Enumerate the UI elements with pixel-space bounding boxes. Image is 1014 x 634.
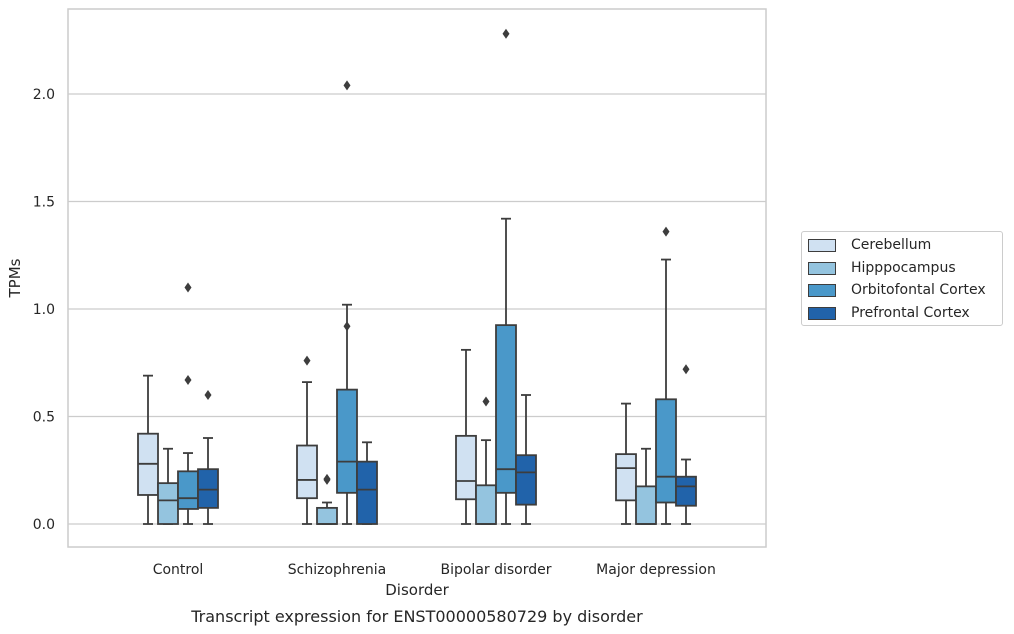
box-2-0-outlier-0 bbox=[184, 374, 192, 385]
box-2-1-body bbox=[336, 388, 358, 494]
box-3-1-body bbox=[356, 460, 378, 525]
legend-label-cerebellum: Cerebellum bbox=[851, 237, 932, 253]
legend-item-hippocampus: Hipppocampus bbox=[808, 258, 956, 278]
plot-frame bbox=[67, 8, 767, 548]
box-3-3-outlier-0 bbox=[682, 364, 690, 375]
box-2-3-outlier-0 bbox=[662, 226, 670, 237]
figure-caption: Transcript expression for ENST0000058072… bbox=[191, 607, 643, 626]
y-tick-label-0: 0.0 bbox=[33, 517, 55, 533]
legend-label-orbitofrontal-cortex: Orbitofontal Cortex bbox=[851, 282, 986, 298]
y-tick-label-3: 1.5 bbox=[33, 195, 55, 211]
box-1-2-body bbox=[475, 484, 497, 525]
box-2-3-body bbox=[655, 398, 677, 504]
x-axis-label: Disorder bbox=[385, 581, 449, 599]
box-0-2-body bbox=[455, 434, 477, 501]
box-2-2-body bbox=[495, 324, 517, 494]
plot-boxes bbox=[137, 28, 697, 525]
box-3-0-outlier-0 bbox=[204, 390, 212, 400]
box-3-2-body bbox=[515, 454, 537, 506]
box-2-2-outlier-0 bbox=[502, 28, 510, 39]
box-1-2-outlier-0 bbox=[482, 396, 490, 407]
y-axis-label: TPMs bbox=[6, 258, 24, 298]
box-0-3-body bbox=[615, 453, 637, 502]
x-tick-label-2: Bipolar disorder bbox=[440, 562, 551, 578]
y-tick-label-1: 0.5 bbox=[33, 410, 55, 426]
y-tick-label-2: 1.0 bbox=[33, 302, 55, 318]
x-tick-label-1: Schizophrenia bbox=[288, 562, 386, 578]
box-2-0-body bbox=[177, 470, 199, 510]
box-1-0-body bbox=[157, 482, 179, 525]
box-3-3-body bbox=[675, 475, 697, 507]
legend-swatch-cerebellum bbox=[808, 238, 836, 252]
legend: Cerebellum Hipppocampus Orbitofontal Cor… bbox=[801, 231, 1003, 326]
legend-swatch-prefrontal-cortex bbox=[808, 306, 836, 320]
legend-label-prefrontal-cortex: Prefrontal Cortex bbox=[851, 305, 970, 321]
box-1-3-body bbox=[635, 485, 657, 525]
box-1-1-outlier-1 bbox=[323, 473, 331, 484]
y-tick-labels: 0.0 0.5 1.0 1.5 2.0 bbox=[33, 87, 55, 533]
x-tick-label-3: Major depression bbox=[596, 562, 716, 578]
box-1-1-body bbox=[316, 506, 338, 525]
legend-label-hippocampus: Hipppocampus bbox=[851, 260, 956, 276]
box-2-0-outlier-1 bbox=[184, 282, 192, 293]
box-2-1-outlier-0 bbox=[343, 321, 351, 332]
legend-swatch-orbitofrontal-cortex bbox=[808, 283, 836, 297]
legend-item-prefrontal-cortex: Prefrontal Cortex bbox=[808, 303, 970, 323]
box-0-1-body bbox=[296, 444, 318, 500]
legend-item-cerebellum: Cerebellum bbox=[808, 235, 931, 255]
box-3-0-body bbox=[197, 468, 219, 509]
x-tick-label-0: Control bbox=[153, 562, 204, 578]
y-tick-label-4: 2.0 bbox=[33, 87, 55, 103]
legend-swatch-hippocampus bbox=[808, 261, 836, 275]
x-tick-labels: Control Schizophrenia Bipolar disorder Majo… bbox=[153, 562, 716, 578]
box-0-1-outlier-0 bbox=[303, 355, 311, 366]
box-2-1-outlier-1 bbox=[343, 80, 351, 91]
legend-item-orbitofrontal-cortex: Orbitofontal Cortex bbox=[808, 280, 986, 300]
